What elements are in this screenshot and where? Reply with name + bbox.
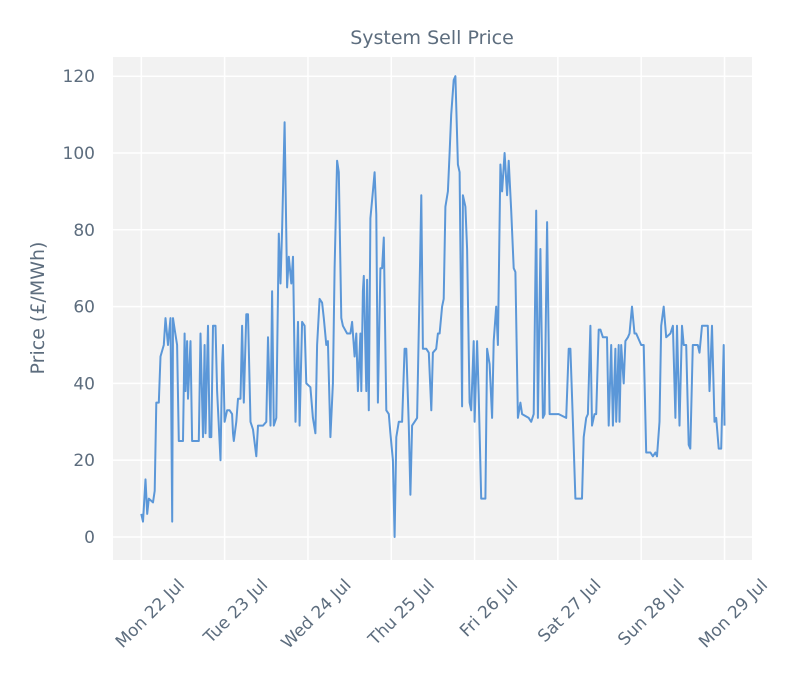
plot-area — [113, 57, 752, 560]
y-axis-label: Price (£/MWh) — [27, 242, 49, 375]
y-tick-label: 80 — [73, 221, 95, 241]
y-tick-label: 0 — [84, 528, 95, 548]
y-tick-label: 20 — [73, 451, 95, 471]
y-tick-label: 60 — [73, 298, 95, 318]
x-tick-label: Mon 29 Jul — [695, 575, 772, 652]
x-tick-label: Thu 25 Jul — [364, 575, 439, 650]
y-tick-label: 40 — [73, 374, 95, 394]
x-tick-label: Tue 23 Jul — [199, 575, 272, 648]
chart-title: System Sell Price — [350, 27, 514, 49]
y-tick-label: 120 — [63, 67, 95, 87]
x-tick-label: Sat 27 Jul — [534, 575, 605, 646]
x-tick-label: Mon 22 Jul — [112, 575, 189, 652]
x-tick-label: Sun 28 Jul — [614, 575, 688, 649]
y-tick-label: 100 — [63, 144, 95, 164]
x-tick-label: Fri 26 Jul — [456, 575, 522, 641]
x-tick-label: Wed 24 Jul — [278, 575, 356, 653]
price-line — [140, 75, 726, 538]
